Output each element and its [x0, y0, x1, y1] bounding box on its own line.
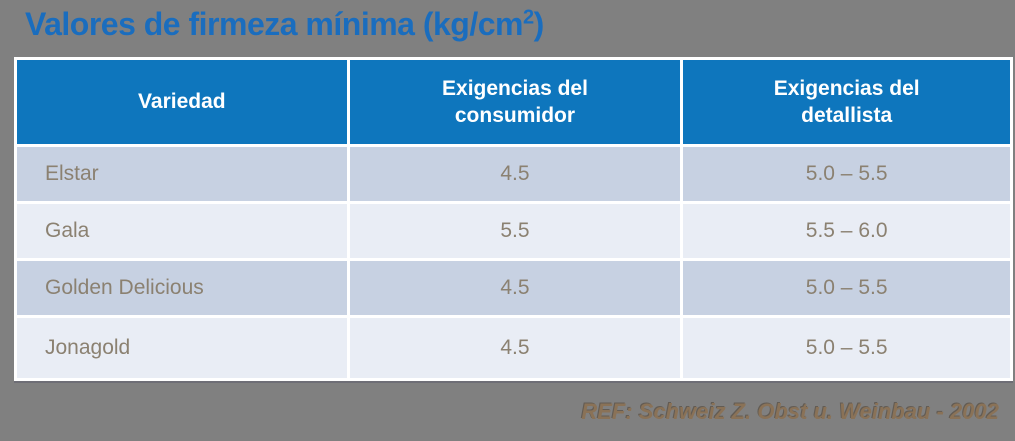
- table-row: Gala 5.5 5.5 – 6.0: [17, 204, 1010, 258]
- page-title: Valores de firmeza mínima (kg/cm2): [25, 6, 544, 43]
- variety-cell: Jonagold: [17, 318, 347, 378]
- page-title-suffix: ): [533, 6, 545, 42]
- table-header-row: Variedad Exigencias del consumidor Exige…: [17, 60, 1010, 144]
- variety-cell: Golden Delicious: [17, 261, 347, 315]
- table-row: Golden Delicious 4.5 5.0 – 5.5: [17, 261, 1010, 315]
- reference-caption: REF: Schweiz Z. Obst u. Weinbau - 2002: [581, 399, 999, 424]
- consumer-value-cell: 5.5: [349, 204, 681, 258]
- variety-cell: Elstar: [17, 147, 347, 201]
- retailer-value-cell: 5.5 – 6.0: [683, 204, 1010, 258]
- column-header-variedad: Variedad: [17, 60, 347, 144]
- consumer-value-cell: 4.5: [349, 261, 681, 315]
- page-title-superscript: 2: [522, 6, 534, 29]
- retailer-value-cell: 5.0 – 5.5: [683, 261, 1010, 315]
- page-title-text: Valores de firmeza mínima (kg/cm: [25, 6, 523, 42]
- table-row: Elstar 4.5 5.0 – 5.5: [17, 147, 1010, 201]
- firmness-table: Variedad Exigencias del consumidor Exige…: [14, 57, 1013, 381]
- consumer-value-cell: 4.5: [349, 147, 681, 201]
- table-row: Jonagold 4.5 5.0 – 5.5: [17, 318, 1010, 378]
- retailer-value-cell: 5.0 – 5.5: [683, 318, 1010, 378]
- column-header-detallista: Exigencias del detallista: [683, 60, 1010, 144]
- retailer-value-cell: 5.0 – 5.5: [683, 147, 1010, 201]
- column-header-consumidor: Exigencias del consumidor: [349, 60, 681, 144]
- variety-cell: Gala: [17, 204, 347, 258]
- consumer-value-cell: 4.5: [349, 318, 681, 378]
